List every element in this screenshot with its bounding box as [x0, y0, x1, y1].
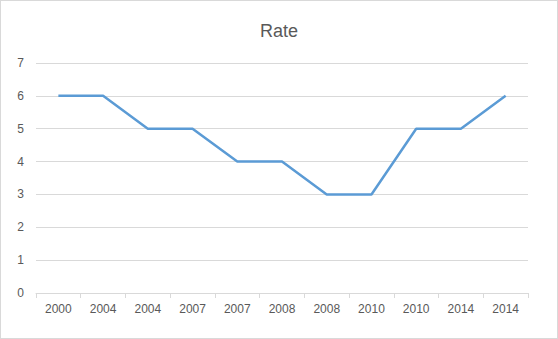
svg-text:2008: 2008 — [313, 302, 340, 316]
svg-text:5: 5 — [17, 122, 24, 136]
svg-text:6: 6 — [17, 89, 24, 103]
svg-text:2010: 2010 — [358, 302, 385, 316]
svg-text:2004: 2004 — [134, 302, 161, 316]
svg-text:2004: 2004 — [90, 302, 117, 316]
svg-text:4: 4 — [17, 155, 24, 169]
svg-text:2014: 2014 — [492, 302, 519, 316]
svg-text:2014: 2014 — [448, 302, 475, 316]
svg-text:2000: 2000 — [45, 302, 72, 316]
svg-text:2: 2 — [17, 220, 24, 234]
svg-text:2007: 2007 — [224, 302, 251, 316]
svg-text:7: 7 — [17, 56, 24, 70]
svg-text:2008: 2008 — [269, 302, 296, 316]
svg-text:1: 1 — [17, 253, 24, 267]
svg-text:2010: 2010 — [403, 302, 430, 316]
svg-text:Rate: Rate — [260, 21, 298, 41]
svg-text:2007: 2007 — [179, 302, 206, 316]
svg-text:3: 3 — [17, 187, 24, 201]
svg-text:0: 0 — [17, 286, 24, 300]
